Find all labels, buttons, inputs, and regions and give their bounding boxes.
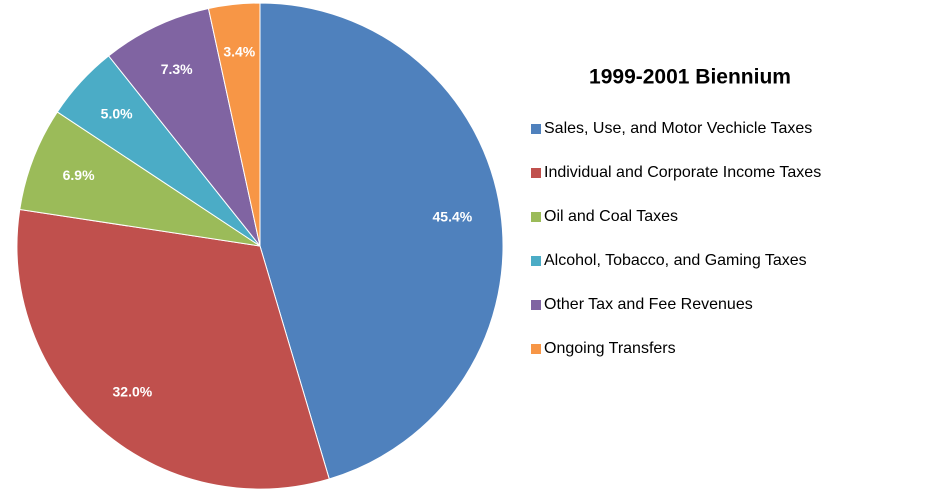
pie-slice	[19, 111, 261, 247]
data-label: 6.9%	[63, 167, 95, 183]
legend-swatch	[531, 256, 541, 266]
pie-slice	[259, 2, 504, 480]
data-label: 7.3%	[161, 61, 193, 77]
legend-label: Sales, Use, and Motor Vechicle Taxes	[544, 120, 812, 137]
data-label: 45.4%	[433, 209, 473, 225]
chart-title: 1999-2001 Biennium	[589, 66, 791, 89]
legend-label: Ongoing Transfers	[544, 340, 676, 357]
legend-label: Oil and Coal Taxes	[544, 208, 678, 225]
legend-swatch	[531, 300, 541, 310]
legend-swatch	[531, 124, 541, 134]
pie-slice	[107, 7, 261, 247]
legend-label: Alcohol, Tobacco, and Gaming Taxes	[544, 252, 807, 269]
pie-slice	[207, 2, 261, 247]
data-label: 5.0%	[101, 105, 133, 121]
legend-label: Other Tax and Fee Revenues	[544, 296, 753, 313]
legend-swatch	[531, 212, 541, 222]
legend-swatch	[531, 168, 541, 178]
legend-label: Individual and Corporate Income Taxes	[544, 164, 821, 181]
data-label: 3.4%	[223, 43, 255, 59]
legend-swatch	[531, 344, 541, 354]
data-label: 32.0%	[113, 383, 153, 399]
pie-slice	[16, 208, 330, 490]
